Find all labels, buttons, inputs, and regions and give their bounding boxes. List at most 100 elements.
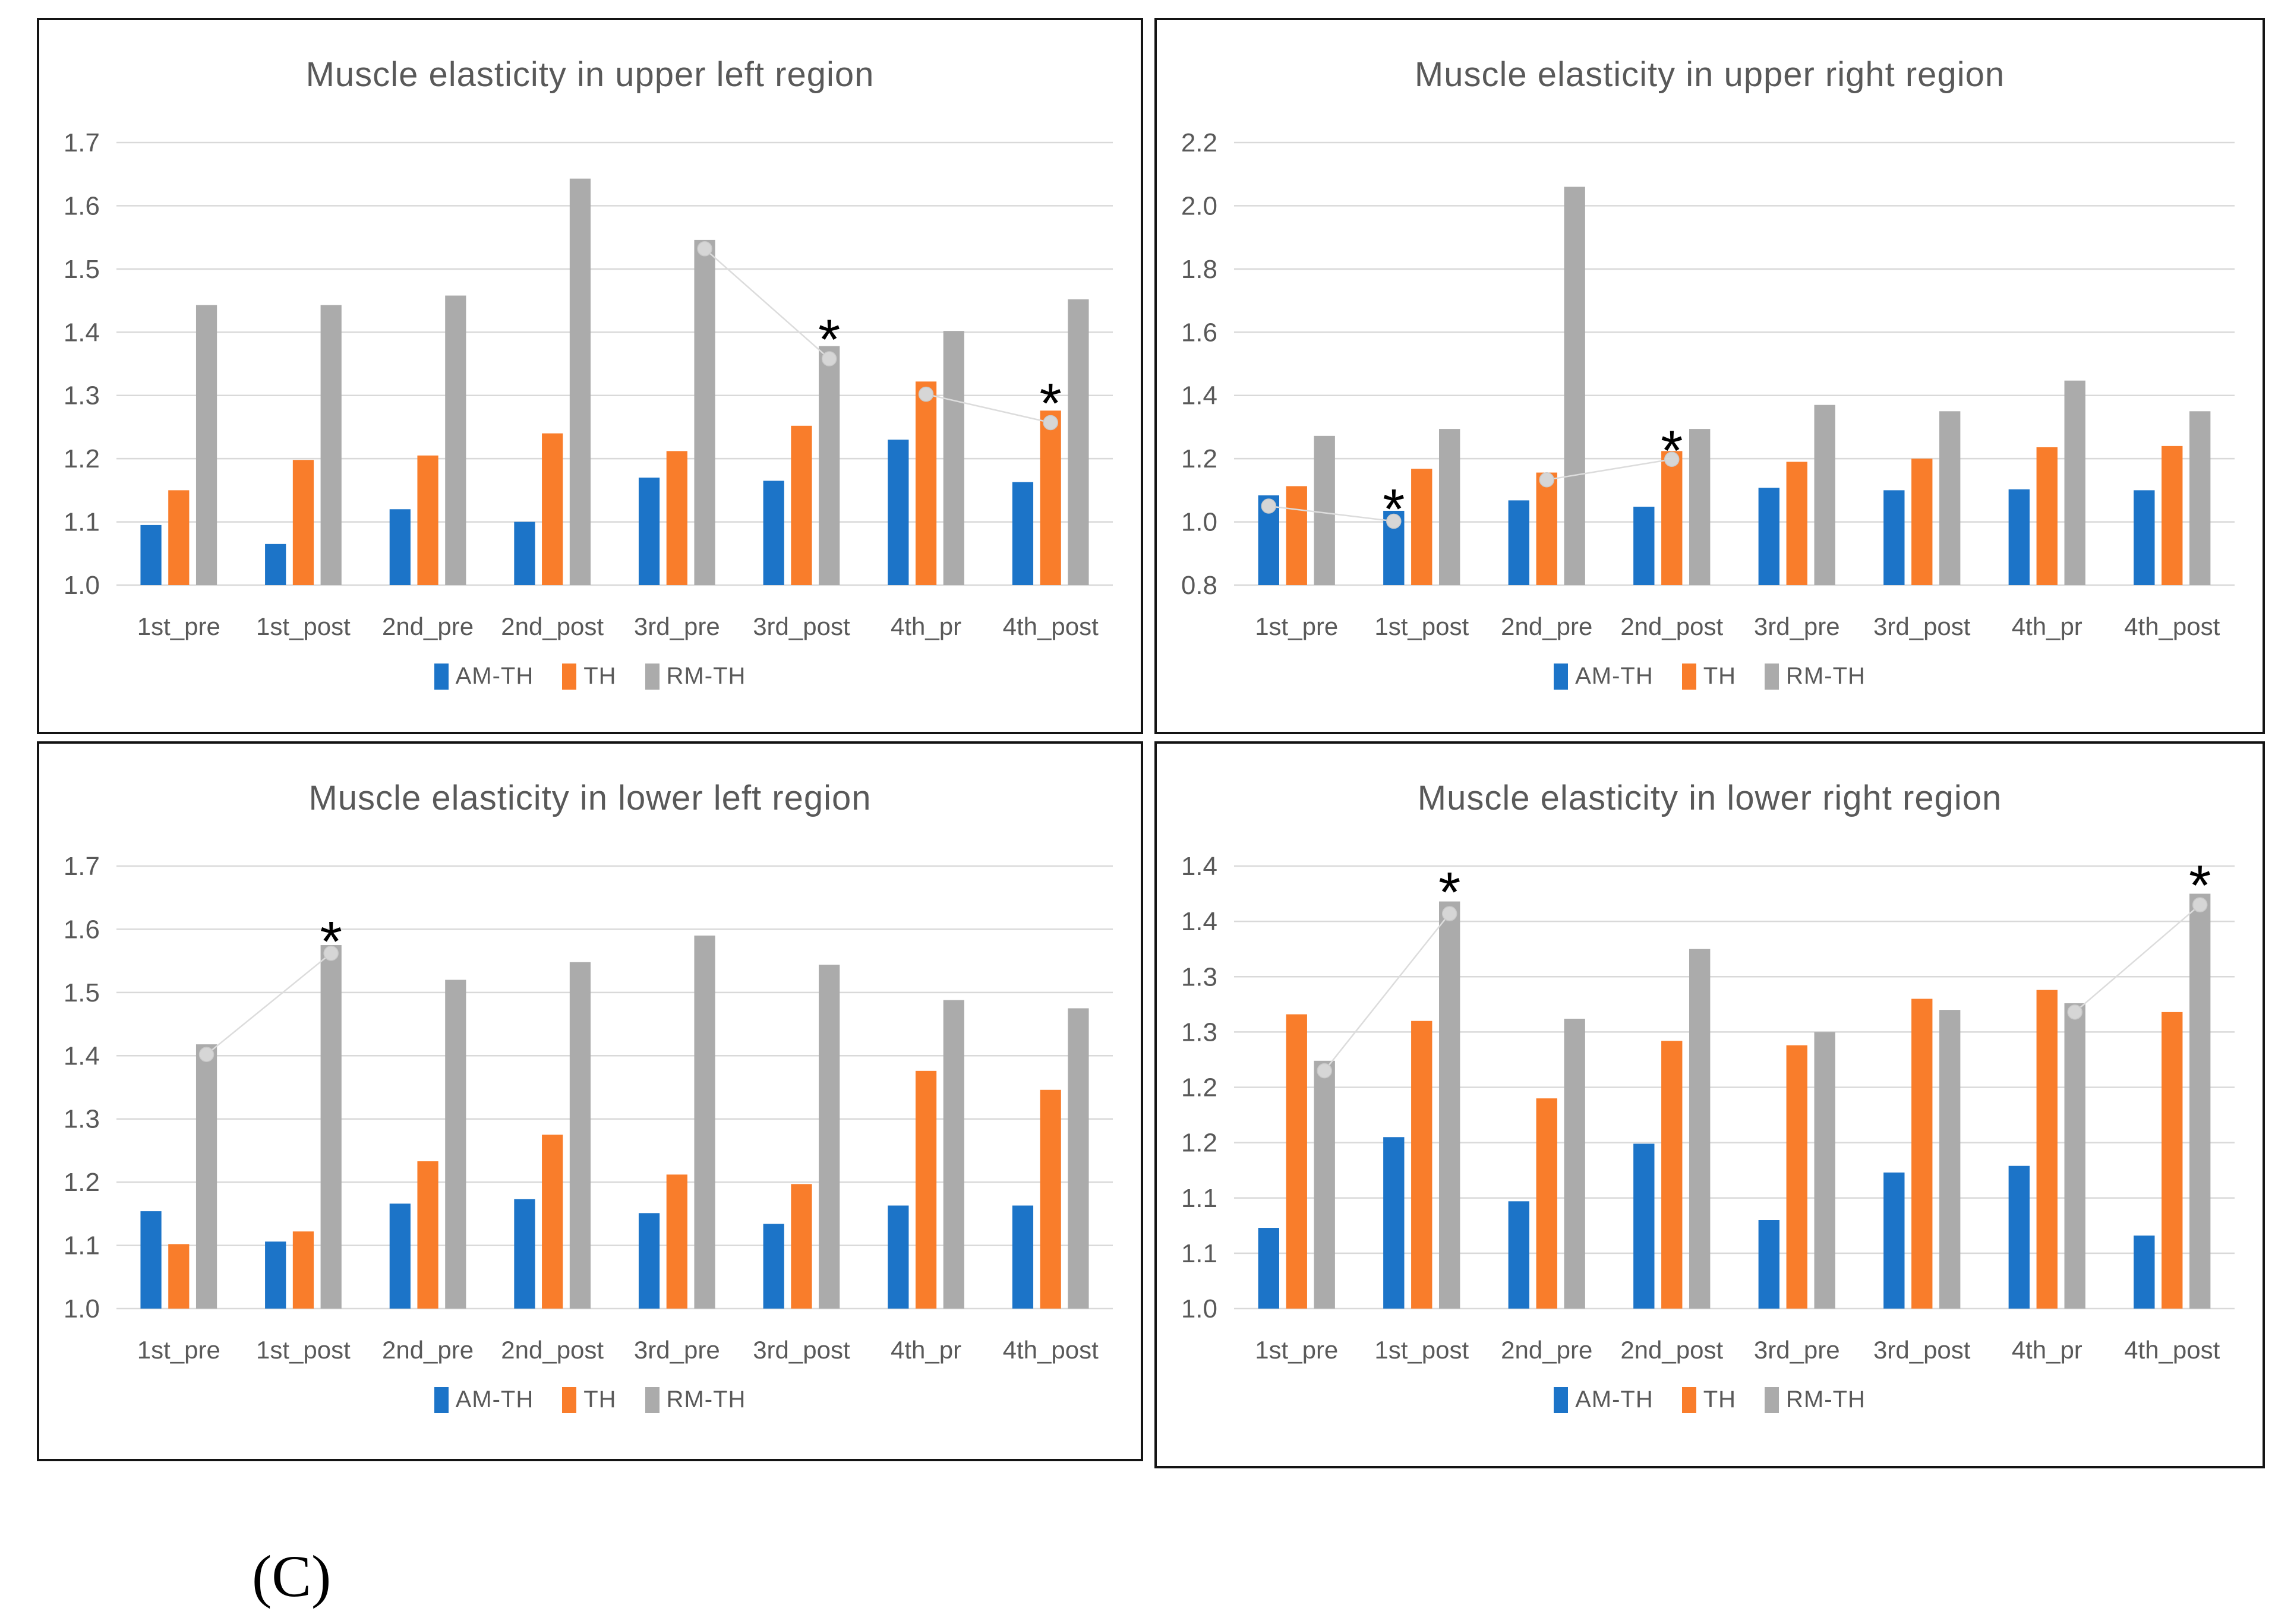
- x-tick-label: 3rd_pre: [1754, 612, 1840, 640]
- x-tick-label: 1st_post: [256, 612, 351, 640]
- y-tick-label: 1.1: [64, 508, 100, 537]
- bar-th-2nd_pre: [1536, 472, 1557, 585]
- panel-lower-right: Muscle elasticity in lower right region …: [1154, 741, 2265, 1468]
- legend-swatch-th: [562, 663, 577, 690]
- bar-rm-th-1st_post: [320, 305, 342, 585]
- bar-am-th-1st_post: [1383, 1137, 1405, 1309]
- connector-marker: [2192, 897, 2208, 912]
- legend-item: AM-TH: [1554, 1386, 1654, 1413]
- y-tick-label: 1.1: [64, 1231, 100, 1260]
- bar-th-3rd_post: [1911, 459, 1933, 585]
- x-tick-label: 1st_pre: [1255, 612, 1338, 640]
- bar-rm-th-4th_pr: [943, 1000, 964, 1309]
- bar-rm-th-3rd_post: [1939, 411, 1961, 585]
- legend-label: AM-TH: [455, 1386, 534, 1413]
- connector-marker: [1441, 906, 1457, 921]
- x-tick-label: 3rd_post: [1873, 1336, 1971, 1364]
- bar-am-th-2nd_pre: [389, 1203, 411, 1309]
- figure-caption: (C): [252, 1543, 332, 1609]
- x-tick-label: 2nd_pre: [382, 612, 474, 640]
- x-tick-label: 2nd_post: [501, 612, 604, 640]
- bar-rm-th-1st_pre: [1314, 1060, 1335, 1309]
- connector-marker: [198, 1047, 214, 1062]
- legend-label: RM-TH: [666, 663, 746, 689]
- chart-title: Muscle elasticity in lower left region: [308, 779, 872, 817]
- connector-marker: [323, 946, 339, 961]
- x-tick-label: 1st_pre: [137, 612, 220, 640]
- bar-th-3rd_post: [791, 425, 812, 585]
- bar-am-th-2nd_post: [1633, 507, 1655, 585]
- significance-star: *: [1438, 861, 1460, 924]
- x-tick-label: 4th_post: [2124, 1336, 2220, 1364]
- y-tick-label: 1.1: [1181, 1239, 1217, 1268]
- y-tick-label: 1.5: [64, 255, 100, 284]
- x-tick-label: 3rd_post: [1873, 612, 1971, 640]
- y-tick-label: 1.2: [64, 1168, 100, 1197]
- legend-item: AM-TH: [434, 1386, 534, 1413]
- x-tick-label: 2nd_pre: [1501, 612, 1592, 640]
- chart-canvas: 1.0 1.1 1.2 1.3 1.4 1.5 1.6 1.7 1st_pre 1st_post 2…: [64, 128, 1113, 640]
- x-tick-label: 1st_post: [256, 1336, 351, 1364]
- connector-marker: [1317, 1063, 1332, 1079]
- bar-rm-th-2nd_pre: [445, 980, 466, 1309]
- x-tick-label: 1st_pre: [1255, 1336, 1338, 1364]
- chart-plot-area: 1.0 1.1 1.1 1.2 1.2 1.3 1.3 1.4 1.4 1st_pre 1st_po…: [1157, 744, 2263, 1466]
- legend-label: AM-TH: [1575, 663, 1654, 689]
- bar-th-2nd_pre: [1536, 1098, 1557, 1309]
- chart-title: Muscle elasticity in lower right region: [1417, 779, 2002, 817]
- chart-title: Muscle elasticity in upper left region: [305, 55, 875, 94]
- bar-th-3rd_post: [791, 1184, 812, 1309]
- x-tick-label: 3rd_pre: [1754, 1336, 1840, 1364]
- y-tick-label: 1.0: [64, 571, 100, 600]
- bar-am-th-3rd_pre: [1758, 1220, 1779, 1309]
- bar-th-3rd_pre: [666, 1174, 687, 1309]
- bar-am-th-2nd_post: [514, 522, 535, 585]
- x-tick-label: 4th_pr: [891, 1336, 961, 1364]
- x-tick-label: 2nd_pre: [1501, 1336, 1592, 1364]
- bar-rm-th-4th_post: [1068, 1008, 1089, 1309]
- y-tick-label: 1.7: [64, 852, 100, 881]
- x-tick-label: 4th_post: [2124, 612, 2220, 640]
- bar-am-th-2nd_pre: [389, 509, 411, 585]
- y-tick-label: 1.7: [64, 128, 100, 157]
- bar-th-1st_pre: [168, 1244, 190, 1309]
- x-tick-label: 4th_pr: [2012, 612, 2082, 640]
- x-tick-label: 3rd_post: [753, 1336, 850, 1364]
- chart-canvas: 1.0 1.1 1.2 1.3 1.4 1.5 1.6 1.7 1st_pre 1st_post 2…: [64, 852, 1113, 1364]
- bar-th-1st_pre: [1286, 486, 1307, 585]
- bar-rm-th-4th_pr: [2064, 380, 2085, 585]
- legend-label: RM-TH: [666, 1386, 746, 1413]
- legend-item: RM-TH: [645, 663, 746, 690]
- legend-label: RM-TH: [1786, 1386, 1866, 1413]
- bar-th-2nd_post: [542, 433, 563, 585]
- legend-swatch-am-th: [434, 1386, 449, 1413]
- y-tick-label: 1.4: [64, 1041, 100, 1070]
- bar-th-4th_post: [2162, 446, 2183, 585]
- bar-th-3rd_post: [1911, 999, 1933, 1309]
- significance-star: *: [1383, 478, 1405, 541]
- bar-am-th-4th_pr: [2008, 489, 2030, 585]
- bar-am-th-2nd_post: [1633, 1143, 1655, 1309]
- connector-marker: [821, 351, 837, 366]
- connector-marker: [1664, 451, 1680, 467]
- connector-marker: [1386, 513, 1402, 529]
- legend-item: TH: [1681, 663, 1736, 690]
- x-tick-label: 4th_post: [1003, 1336, 1099, 1364]
- bar-am-th-2nd_pre: [1508, 500, 1529, 585]
- bar-th-4th_post: [2162, 1012, 2183, 1309]
- panel-upper-left: Muscle elasticity in upper left region 1…: [37, 18, 1143, 734]
- bar-th-4th_pr: [915, 381, 937, 585]
- legend-item: AM-TH: [434, 663, 534, 690]
- bar-th-4th_post: [1040, 1089, 1061, 1309]
- connector-marker: [918, 386, 934, 402]
- bar-rm-th-4th_pr: [943, 331, 964, 585]
- y-tick-label: 1.6: [1181, 318, 1217, 347]
- legend-label: TH: [583, 1386, 617, 1413]
- legend-swatch-am-th: [1554, 1386, 1569, 1413]
- panel-upper-right: Muscle elasticity in upper right region …: [1154, 18, 2265, 734]
- bar-rm-th-3rd_post: [1939, 1010, 1961, 1309]
- y-tick-label: 1.4: [1181, 381, 1217, 410]
- bar-th-1st_post: [1411, 1020, 1432, 1309]
- y-tick-label: 1.0: [64, 1294, 100, 1323]
